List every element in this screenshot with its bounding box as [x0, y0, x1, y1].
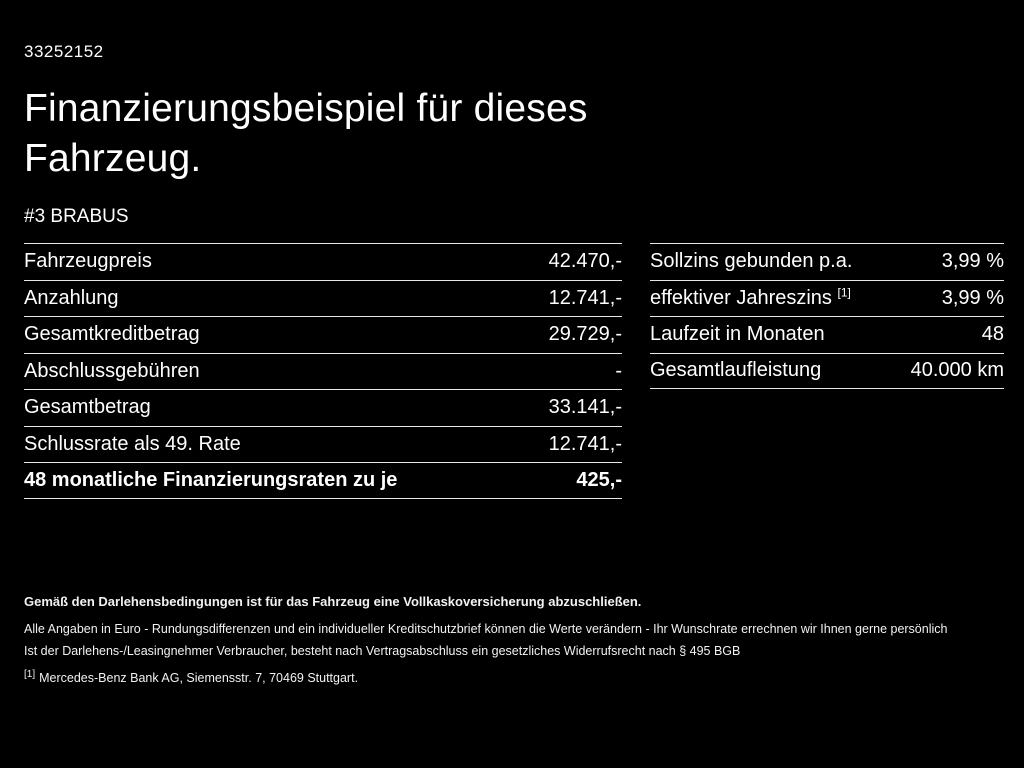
footer-disclaimer: Gemäß den Darlehensbedingungen ist für d… [24, 594, 1000, 694]
row-value: 48 [981, 323, 1004, 346]
disclaimer-euro-note: Alle Angaben in Euro - Rundungsdifferenz… [24, 622, 948, 636]
row-label-text: effektiver Jahreszins [650, 286, 838, 309]
model-name: #3 BRABUS [24, 206, 129, 227]
table-row: Gesamtbetrag 33.141,- [24, 389, 622, 426]
row-label: effektiver Jahreszins [1] [650, 285, 851, 310]
row-label: Sollzins gebunden p.a. [650, 250, 853, 273]
row-label: Gesamtlaufleistung [650, 359, 822, 382]
row-value: - [615, 359, 622, 382]
footnote-marker: [1] [24, 669, 36, 680]
row-value: 12.741,- [548, 286, 622, 309]
row-label: Laufzeit in Monaten [650, 323, 825, 346]
row-value: 425,- [576, 468, 622, 491]
table-row: Anzahlung 12.741,- [24, 279, 622, 317]
table-row: Fahrzeugpreis 42.470,- [24, 243, 622, 280]
row-value: 33.141,- [548, 396, 622, 419]
table-row: Sollzins gebunden p.a. 3,99 % [650, 243, 1004, 280]
row-value: 40.000 km [910, 359, 1004, 382]
table-row: Abschlussgebühren - [24, 352, 622, 390]
row-value: 29.729,- [548, 323, 622, 346]
page-title-line-2: Fahrzeug. [24, 137, 202, 180]
row-label: Schlussrate als 49. Rate [24, 432, 241, 455]
row-value: 3,99 % [941, 286, 1004, 309]
row-label: Fahrzeugpreis [24, 250, 152, 273]
table-row: Laufzeit in Monaten 48 [650, 316, 1004, 353]
table-row: Gesamtkreditbetrag 29.729,- [24, 316, 622, 353]
row-value: 12.741,- [548, 432, 622, 455]
finance-table-right: Sollzins gebunden p.a. 3,99 % effektiver… [650, 243, 1004, 389]
row-value: 42.470,- [548, 250, 622, 273]
row-label: 48 monatliche Finanzierungsraten zu je [24, 468, 398, 491]
table-row: effektiver Jahreszins [1] 3,99 % [650, 279, 1004, 317]
row-value: 3,99 % [941, 250, 1004, 273]
row-label: Anzahlung [24, 286, 119, 309]
footnote-marker: [1] [837, 285, 851, 300]
row-label: Abschlussgebühren [24, 359, 200, 382]
row-label: Gesamtbetrag [24, 396, 151, 419]
finance-table-left: Fahrzeugpreis 42.470,- Anzahlung 12.741,… [24, 243, 622, 499]
footnote-text: Mercedes-Benz Bank AG, Siemensstr. 7, 70… [39, 671, 359, 686]
row-label: Gesamtkreditbetrag [24, 323, 200, 346]
page-title-line-1: Finanzierungsbeispiel für dieses [24, 87, 588, 130]
table-row: Schlussrate als 49. Rate 12.741,- [24, 425, 622, 463]
footnote-bank: [1] Mercedes-Benz Bank AG, Siemensstr. 7,… [24, 667, 1000, 686]
page-title: Finanzierungsbeispiel für dieses Fahrzeu… [24, 84, 588, 184]
disclaimer-insurance: Gemäß den Darlehensbedingungen ist für d… [24, 594, 642, 609]
table-row-monthly-rate: 48 monatliche Finanzierungsraten zu je 4… [24, 462, 622, 499]
disclaimer-withdrawal-right: Ist der Darlehens-/Leasingnehmer Verbrau… [24, 644, 741, 658]
vehicle-id: 33252152 [24, 42, 104, 61]
table-row: Gesamtlaufleistung 40.000 km [650, 352, 1004, 389]
